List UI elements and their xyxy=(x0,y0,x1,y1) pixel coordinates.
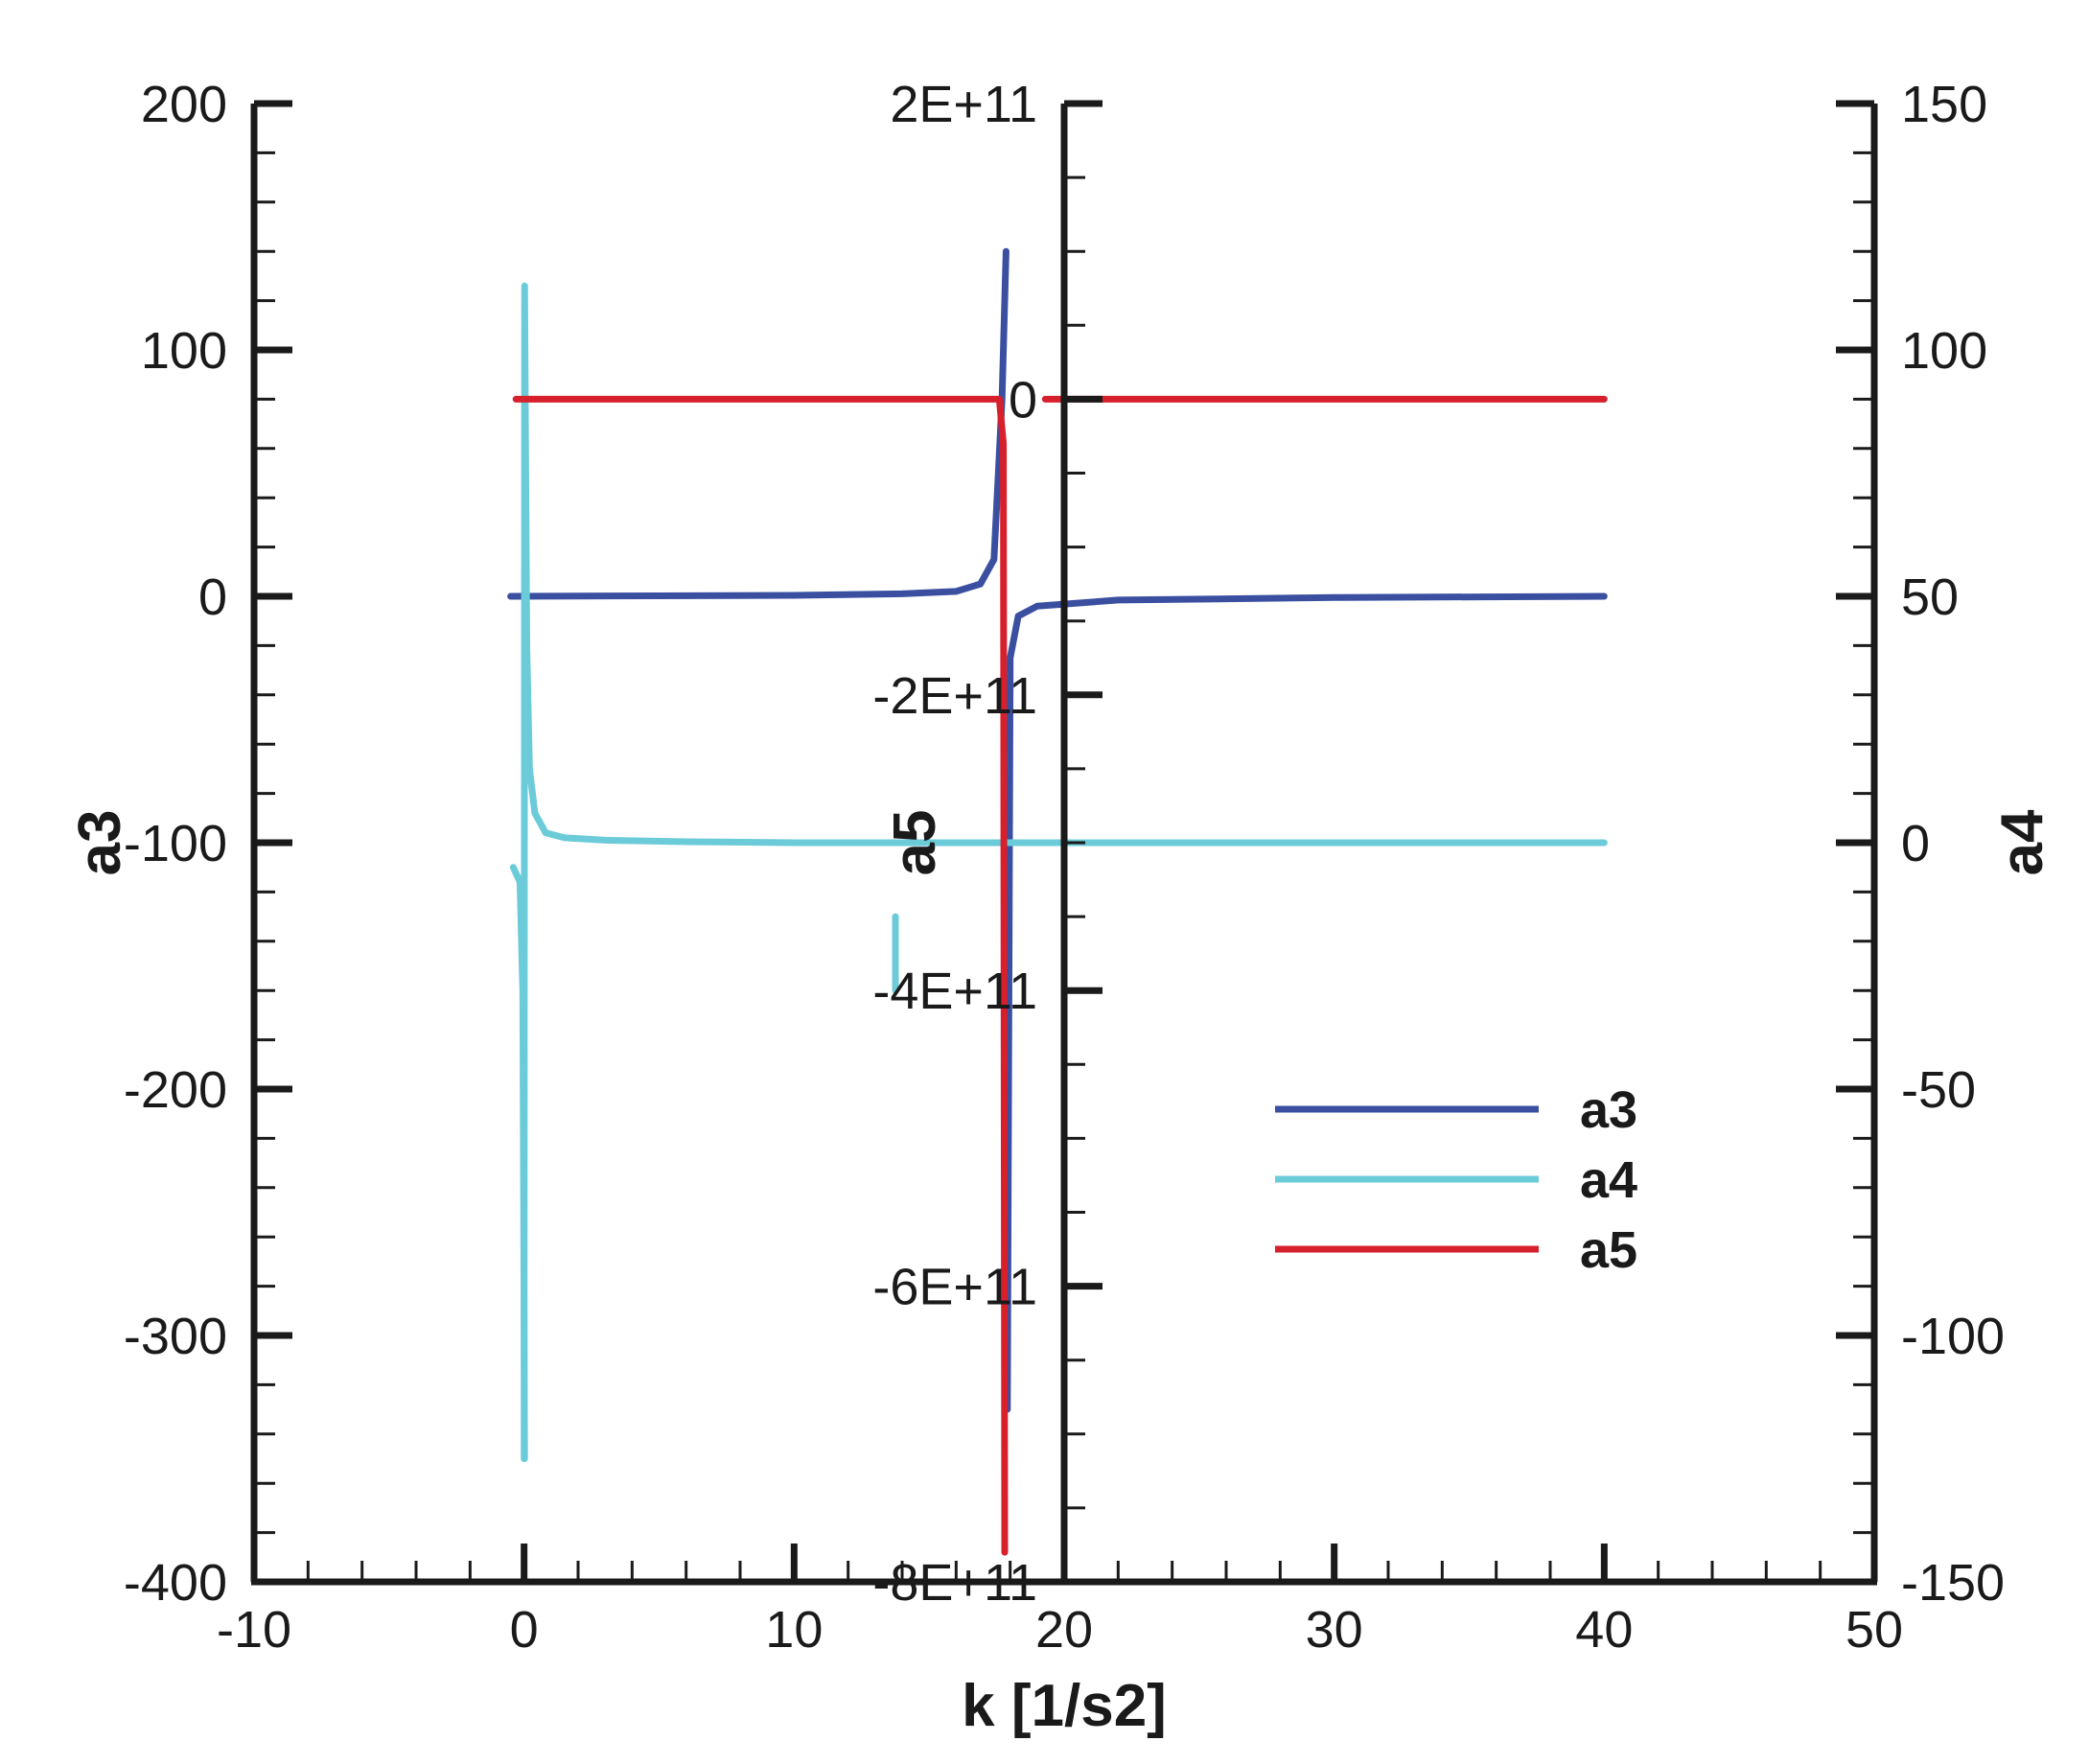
a3-tick-label: -200 xyxy=(124,1061,227,1119)
legend-label-a5: a5 xyxy=(1580,1221,1637,1279)
a5-tick-label: 2E+11 xyxy=(890,76,1037,133)
a3-tick-label: 100 xyxy=(141,322,227,380)
plot-lines xyxy=(507,247,1608,1556)
x-axis-title: k [1/s2] xyxy=(962,1673,1167,1739)
legend-label-a3: a3 xyxy=(1580,1081,1637,1139)
x-tick-label: 30 xyxy=(1306,1601,1363,1659)
a5-tick-label: -8E+11 xyxy=(872,1554,1037,1612)
a4-tick-label: 50 xyxy=(1901,569,1959,626)
series-a3-segment-1 xyxy=(1004,592,1608,1413)
a4-tick-label: 0 xyxy=(1901,815,1930,872)
series-a5-segment-0 xyxy=(512,395,1009,1556)
a4-tick-label: 100 xyxy=(1901,322,1987,380)
x-tick-label: 50 xyxy=(1845,1601,1903,1659)
a5-axis-title: a5 xyxy=(882,810,948,876)
a5-tick-label: -4E+11 xyxy=(872,963,1037,1020)
series-a3-segment-0 xyxy=(507,247,1010,600)
a4-tick-label: -150 xyxy=(1901,1554,2005,1612)
a4-tick-label: 150 xyxy=(1901,76,1987,133)
a4-axis-title: a4 xyxy=(1989,809,2055,875)
x-tick-label: 0 xyxy=(510,1601,539,1659)
legend: a3 a4 a5 xyxy=(1275,1081,1637,1279)
a3-tick-label: 0 xyxy=(198,569,227,626)
x-tick-label: 40 xyxy=(1575,1601,1633,1659)
x-tick-label: -10 xyxy=(217,1601,291,1659)
a4-tick-label: -50 xyxy=(1901,1061,1976,1119)
a3-tick-label: -300 xyxy=(124,1308,227,1365)
a3-axis-title: a3 xyxy=(67,810,133,876)
legend-label-a4: a4 xyxy=(1580,1151,1637,1209)
tick-layer xyxy=(250,100,1878,1586)
a3-tick-label: 200 xyxy=(141,76,227,133)
a5-tick-label: 0 xyxy=(1009,371,1037,429)
a4-tick-label: -100 xyxy=(1901,1308,2005,1365)
x-tick-label: 10 xyxy=(765,1601,823,1659)
a5-tick-label: -2E+11 xyxy=(872,667,1037,725)
x-tick-label: 20 xyxy=(1035,1601,1093,1659)
a3-tick-label: -400 xyxy=(124,1554,227,1612)
a5-tick-label: -6E+11 xyxy=(872,1259,1037,1316)
series-a4-segment-1 xyxy=(521,282,1608,1462)
a3-tick-label: -100 xyxy=(124,815,227,872)
label-layer: -10 0 10 20 30 40 502001000-100-200-300-400150… xyxy=(124,76,2005,1659)
